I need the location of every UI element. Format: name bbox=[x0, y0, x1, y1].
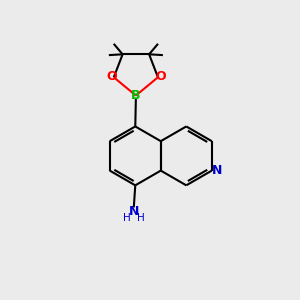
Text: B: B bbox=[131, 89, 141, 102]
Text: O: O bbox=[106, 70, 117, 83]
Text: O: O bbox=[155, 70, 166, 83]
Text: N: N bbox=[212, 164, 222, 177]
Text: H: H bbox=[123, 213, 130, 223]
Text: N: N bbox=[129, 205, 139, 218]
Text: H: H bbox=[137, 213, 145, 223]
